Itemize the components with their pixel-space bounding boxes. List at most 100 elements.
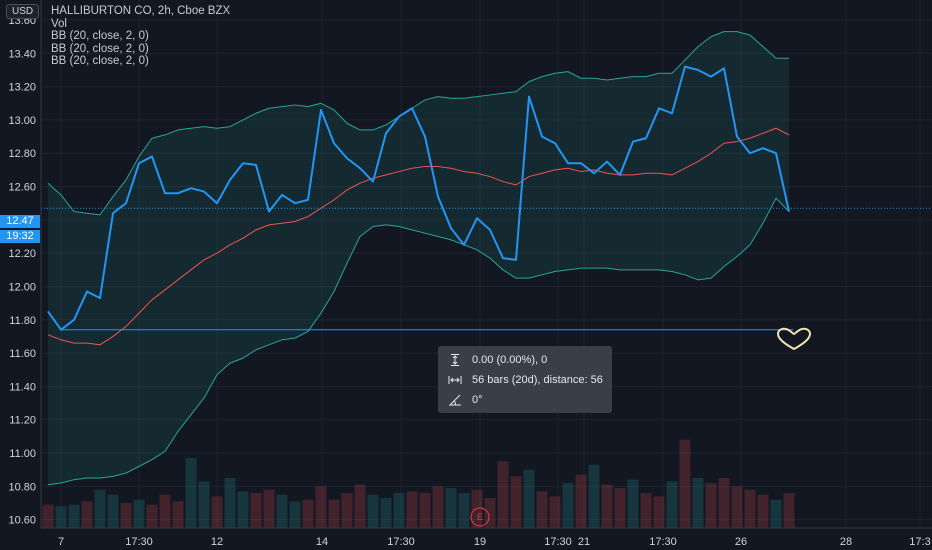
earnings-marker-label: E: [477, 512, 483, 522]
bollinger-bands-label-3[interactable]: BB (20, close, 2, 0): [51, 55, 149, 67]
y-tick-label: 12.20: [8, 248, 36, 260]
price-range-text: 0.00 (0.00%), 0: [472, 354, 548, 366]
x-tick-label: 17:30: [387, 536, 415, 548]
x-tick-label: 19: [474, 536, 486, 548]
earnings-marker[interactable]: [470, 507, 490, 527]
volume-bar: [757, 494, 769, 528]
heart-icon[interactable]: [776, 326, 812, 352]
volume-bar: [55, 506, 67, 528]
y-tick-label: 11.00: [9, 448, 36, 460]
last-price-label: 12.47: [0, 215, 40, 228]
volume-bar: [692, 478, 704, 528]
volume-bar: [211, 496, 223, 528]
volume-bar: [679, 439, 691, 528]
volume-bar: [302, 499, 314, 528]
volume-bar: [731, 486, 743, 528]
angle-icon: [448, 394, 461, 406]
volume-bar: [120, 503, 132, 528]
x-tick-label: 17:30: [649, 536, 677, 548]
volume-bar: [770, 499, 782, 528]
volume-bar: [94, 489, 106, 528]
chart-legend: HALLIBURTON CO, 2h, Cboe BZX Vol BB (20,…: [51, 5, 230, 68]
volume-bar: [783, 493, 795, 528]
y-tick-label: 10.60: [8, 515, 36, 527]
volume-bar: [354, 484, 366, 528]
y-tick-label: 10.80: [8, 481, 36, 493]
x-tick-label: 7: [58, 536, 64, 548]
volume-bar: [705, 483, 717, 528]
x-tick-label: 17:3: [909, 536, 930, 548]
volume-bar: [575, 474, 587, 528]
volume-bar: [146, 504, 158, 528]
volume-bar: [393, 493, 405, 528]
volume-bar: [718, 478, 730, 528]
x-tick-label: 17:30: [544, 536, 572, 548]
volume-bar: [367, 494, 379, 528]
volume-bar: [276, 494, 288, 528]
volume-bar: [588, 464, 600, 528]
y-tick-label: 11.60: [9, 348, 36, 360]
x-tick-label: 14: [316, 536, 328, 548]
countdown-label: 19:32: [0, 230, 40, 243]
volume-bar: [237, 491, 249, 528]
y-tick-label: 13.00: [8, 115, 36, 127]
bb-basis-line: [47, 127, 790, 346]
volume-bar: [614, 488, 626, 528]
volume-bar: [107, 494, 119, 528]
x-tick-label: 21: [578, 536, 590, 548]
volume-bar: [458, 493, 470, 528]
y-tick-label: 11.20: [9, 415, 36, 427]
volume-bar: [133, 499, 145, 528]
bollinger-band-fill: [48, 31, 789, 485]
x-tick-label: 12: [211, 536, 223, 548]
volume-bar: [328, 499, 340, 528]
volume-bar: [549, 496, 561, 528]
volume-bar: [536, 491, 548, 528]
y-tick-label: 13.20: [8, 82, 36, 94]
volume-bar: [341, 493, 353, 528]
volume-bar: [263, 489, 275, 528]
volume-bar: [601, 484, 613, 528]
volume-bar: [510, 476, 522, 528]
volume-bar: [159, 494, 171, 528]
volume-bar: [250, 493, 262, 528]
volume-bar: [419, 493, 431, 528]
volume-bar: [289, 501, 301, 528]
volume-bar: [406, 491, 418, 528]
bars-range-text: 56 bars (20d), distance: 56: [472, 374, 603, 386]
volume-bar: [198, 481, 210, 528]
symbol-title[interactable]: HALLIBURTON CO, 2h, Cboe BZX: [51, 5, 231, 17]
y-tick-label: 13.40: [8, 48, 36, 60]
volume-bar: [484, 498, 496, 528]
measure-tooltip: 0.00 (0.00%), 0 56 bars (20d), distance:…: [438, 346, 612, 413]
bollinger-bands-label-2[interactable]: BB (20, close, 2, 0): [51, 42, 149, 55]
volume-bar: [380, 498, 392, 528]
y-tick-label: 12.80: [8, 148, 36, 160]
volume-bar: [627, 479, 639, 528]
x-tick-label: 28: [840, 536, 852, 548]
volume-bar: [640, 493, 652, 528]
volume-bar: [68, 504, 80, 528]
volume-bar: [432, 486, 444, 528]
volume-bar: [445, 488, 457, 528]
y-tick-label: 12.60: [8, 182, 36, 194]
volume-bar: [666, 481, 678, 528]
volume-bar: [81, 501, 93, 528]
volume-indicator-label[interactable]: Vol: [51, 17, 67, 30]
bb-lower-line: [47, 197, 790, 486]
bars-range-icon: [448, 376, 462, 384]
volume-bar: [653, 496, 665, 528]
y-tick-label: 11.40: [9, 381, 36, 393]
volume-bar: [224, 478, 236, 528]
price-range-icon: [451, 354, 459, 366]
volume-bar: [172, 501, 184, 528]
bb-upper-line: [47, 31, 789, 216]
y-tick-label: 12.00: [8, 281, 36, 293]
volume-bar: [185, 458, 197, 528]
currency-button[interactable]: USD: [6, 4, 40, 19]
bollinger-bands-label-1[interactable]: BB (20, close, 2, 0): [51, 30, 149, 42]
volume-bar: [497, 461, 509, 528]
close-price-line: [47, 65, 790, 331]
volume-bar: [42, 504, 54, 528]
